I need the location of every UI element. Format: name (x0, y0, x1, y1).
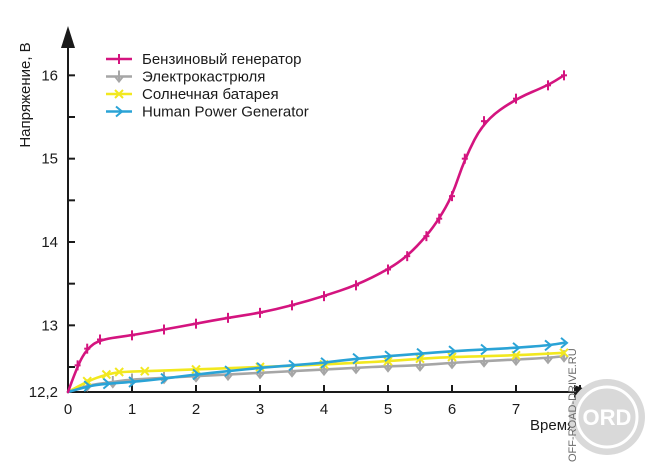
data-point (383, 356, 393, 366)
data-point (82, 376, 92, 386)
data-point (129, 330, 135, 341)
data-point (97, 334, 103, 345)
series-line (66, 341, 566, 394)
data-point (83, 380, 92, 392)
legend-label: Бензиновый генератор (142, 51, 302, 68)
data-point (192, 368, 201, 381)
data-point (114, 367, 124, 377)
data-point (481, 116, 487, 127)
data-point (191, 364, 201, 375)
legend-marker (114, 70, 124, 84)
data-point (447, 356, 457, 370)
series-layer (66, 70, 569, 394)
data-point (449, 191, 455, 202)
data-point (513, 93, 519, 104)
legend-label: Электрокастрюля (142, 69, 265, 86)
x-tick-label: 7 (512, 401, 520, 418)
data-point (436, 213, 443, 224)
data-point (384, 350, 393, 362)
y-tick-label: 16 (41, 67, 58, 84)
data-point (101, 369, 112, 380)
data-point (74, 360, 81, 371)
y-tick-label: 15 (41, 151, 58, 168)
legend-item: Бензиновый генератор (106, 51, 302, 68)
data-point (352, 352, 361, 365)
data-point (288, 359, 297, 372)
data-point (84, 343, 91, 354)
data-point (102, 377, 111, 390)
data-point (461, 153, 468, 164)
data-point (140, 366, 150, 376)
data-point (559, 348, 569, 358)
x-tick-label: 2 (192, 401, 200, 418)
watermark-ring (575, 385, 639, 449)
legend-marker (114, 89, 124, 99)
data-point (353, 280, 359, 291)
data-point (404, 251, 411, 262)
series-3 (66, 337, 569, 394)
data-point (225, 312, 231, 323)
y-tick-label: 14 (41, 234, 58, 251)
data-point (321, 291, 327, 302)
x-tick-label: 5 (384, 401, 392, 418)
data-point (545, 80, 551, 91)
x-tick-label: 4 (320, 401, 328, 418)
data-point (415, 353, 425, 364)
legend-marker (116, 54, 122, 64)
data-point (415, 359, 425, 372)
legend-item: Human Power Generator (106, 104, 309, 121)
watermark-logo: ORD OFF-ROAD-DRIVE.RU (567, 348, 645, 462)
watermark-badge (569, 379, 645, 455)
legend-marker (115, 105, 124, 118)
data-point (257, 307, 263, 318)
data-point (385, 264, 391, 275)
y-tick-label: 13 (41, 317, 58, 334)
x-tick-label: 6 (448, 401, 456, 418)
data-point (256, 362, 265, 374)
watermark-badge-text: ORD (583, 405, 632, 430)
data-point (289, 300, 295, 311)
data-point (480, 343, 489, 356)
watermark-site-text: OFF-ROAD-DRIVE.RU (567, 348, 579, 462)
data-point (447, 352, 457, 362)
series-line (66, 74, 566, 394)
y-tick-label: 12,2 (29, 384, 58, 401)
x-tick-label: 0 (64, 401, 72, 418)
legend-label: Human Power Generator (142, 104, 309, 121)
legend-label: Солнечная батарея (142, 86, 279, 103)
data-point (448, 345, 457, 357)
data-point (161, 324, 167, 335)
data-point (544, 339, 553, 352)
legend-item: Солнечная батарея (106, 86, 279, 103)
data-point (224, 365, 233, 377)
x-tick-label: 1 (128, 401, 136, 418)
data-point (160, 372, 169, 385)
data-point (423, 231, 430, 242)
series-0 (66, 70, 567, 394)
legend: Бензиновый генераторЭлектрокастрюляСолне… (106, 51, 309, 121)
data-point (128, 376, 137, 388)
data-point (193, 318, 199, 329)
data-point (512, 342, 521, 354)
legend-item: Электрокастрюля (106, 69, 265, 86)
y-axis-title: Напряжение, В (17, 42, 34, 147)
data-point (320, 357, 329, 369)
data-point (561, 70, 567, 81)
x-tick-label: 3 (256, 401, 264, 418)
data-point (560, 337, 569, 349)
data-point (416, 347, 425, 360)
x-axis-title: Время (530, 417, 575, 434)
y-axis-arrow (61, 26, 75, 48)
